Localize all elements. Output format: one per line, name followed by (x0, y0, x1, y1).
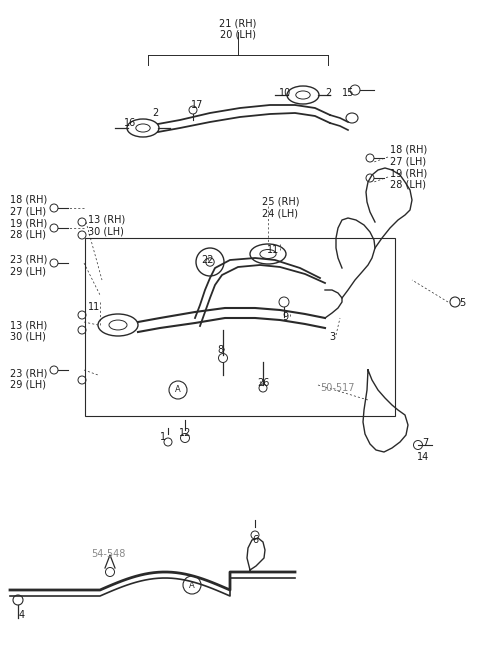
Text: 18 (RH)
27 (LH): 18 (RH) 27 (LH) (390, 145, 427, 167)
Text: 17: 17 (191, 100, 203, 110)
Text: A: A (175, 385, 181, 395)
Text: 19 (RH)
28 (LH): 19 (RH) 28 (LH) (10, 218, 47, 239)
Text: 2: 2 (152, 108, 158, 118)
Text: 19 (RH)
28 (LH): 19 (RH) 28 (LH) (390, 168, 427, 190)
Text: 5: 5 (459, 298, 465, 308)
Text: 26: 26 (257, 378, 269, 388)
Text: 54-548: 54-548 (91, 549, 125, 559)
Text: 12: 12 (179, 428, 191, 438)
Text: 1: 1 (160, 432, 166, 442)
Text: 7: 7 (422, 438, 428, 448)
Text: 9: 9 (282, 312, 288, 322)
Text: 8: 8 (217, 345, 223, 355)
Text: 23 (RH)
29 (LH): 23 (RH) 29 (LH) (10, 368, 48, 389)
Text: 22: 22 (202, 255, 214, 265)
Text: 11: 11 (267, 245, 279, 255)
Text: 6: 6 (252, 535, 258, 545)
Bar (85, 238, 395, 416)
Text: 13 (RH)
30 (LH): 13 (RH) 30 (LH) (88, 215, 125, 237)
Text: 2: 2 (325, 88, 331, 98)
Text: 21 (RH)
20 (LH): 21 (RH) 20 (LH) (219, 18, 257, 40)
Text: 23 (RH)
29 (LH): 23 (RH) 29 (LH) (10, 255, 48, 276)
Text: 13 (RH)
30 (LH): 13 (RH) 30 (LH) (10, 320, 47, 342)
Text: A: A (189, 580, 195, 590)
Text: 10: 10 (279, 88, 291, 98)
Text: 18 (RH)
27 (LH): 18 (RH) 27 (LH) (10, 195, 47, 217)
Text: 15: 15 (342, 88, 354, 98)
Text: 25 (RH)
24 (LH): 25 (RH) 24 (LH) (262, 197, 300, 219)
Text: 50-517: 50-517 (320, 383, 355, 393)
Text: 14: 14 (417, 452, 429, 462)
Text: 11: 11 (88, 302, 100, 312)
Text: 4: 4 (19, 610, 25, 620)
Text: 3: 3 (329, 332, 335, 342)
Text: 16: 16 (124, 118, 136, 128)
